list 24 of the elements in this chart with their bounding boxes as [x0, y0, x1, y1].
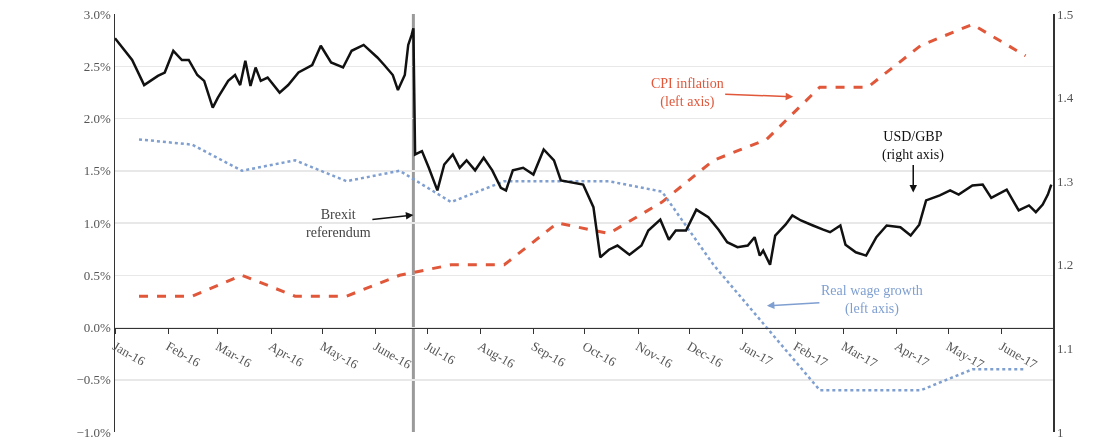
text: USD/GBP (right axis): [882, 129, 945, 164]
line-series: [137, 22, 1028, 298]
y-tick-label: −1.0%: [76, 424, 112, 440]
y2-tick-label: 1.4: [1057, 90, 1074, 106]
text: Real wage growth (left axis): [821, 283, 923, 318]
y-tick-label: 1.5%: [83, 163, 112, 179]
y-tick-label: −0.5%: [76, 372, 112, 388]
ref-line-label: Brexit referendum: [306, 207, 371, 241]
y2-tick-label: 1.1: [1057, 340, 1074, 356]
x-tick-label: Apr-17: [892, 338, 933, 371]
x-tick-label: Jul-16: [422, 338, 459, 368]
y-tick-label: 1.0%: [83, 215, 112, 231]
y2-tick-label: 1.3: [1057, 173, 1074, 189]
y-tick-label: 0.5%: [83, 267, 112, 283]
y-tick-label: 2.0%: [83, 111, 112, 127]
y-tick-label: 0.0%: [83, 320, 112, 336]
y2-tick-label: 1.2: [1057, 257, 1074, 273]
line-series: [115, 26, 1053, 267]
y-tick-label: 3.0%: [83, 6, 112, 22]
y2-tick-label: 1.5: [1057, 6, 1074, 22]
x-tick-label: Jan-17: [737, 338, 776, 369]
legend-label: CPI inflation (left axis): [651, 76, 724, 111]
y-tick-label: 2.5%: [83, 58, 112, 74]
y2-tick-label: 1: [1057, 424, 1064, 440]
